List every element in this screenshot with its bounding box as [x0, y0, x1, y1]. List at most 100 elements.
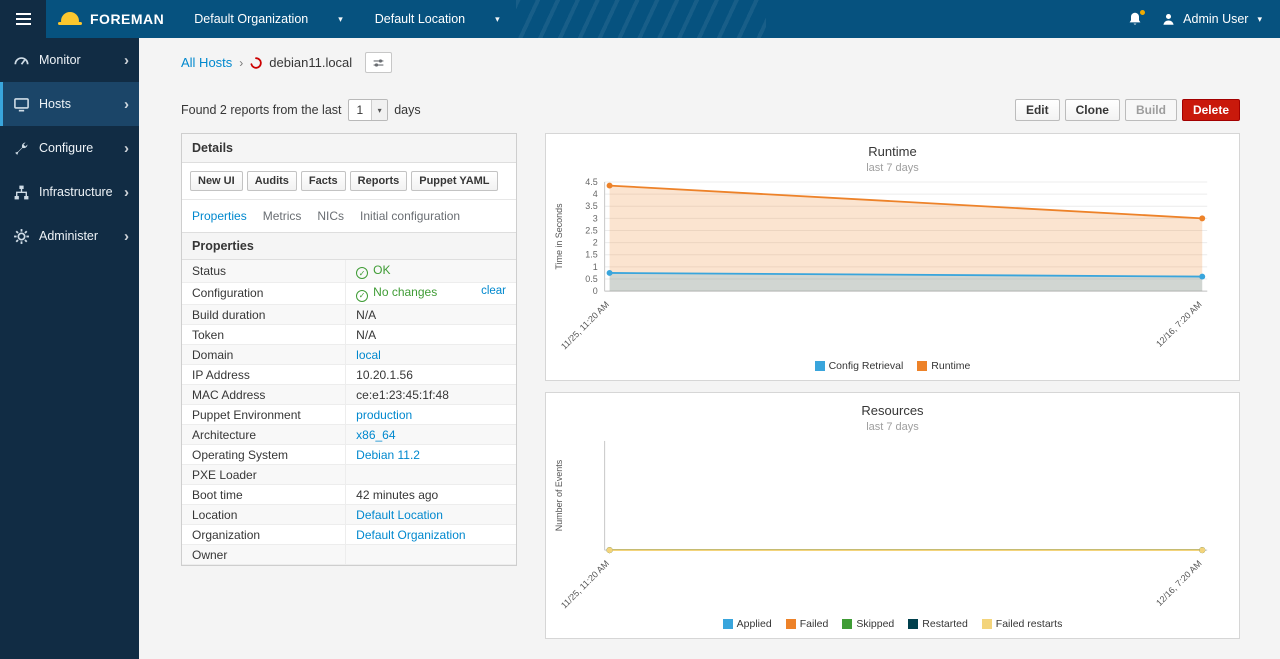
property-label: Operating System	[182, 445, 346, 465]
breadcrumb-all-hosts-link[interactable]: All Hosts	[181, 55, 232, 70]
reports-days-select[interactable]: 1 ▾	[348, 99, 389, 121]
legend-swatch-icon	[723, 619, 733, 629]
svg-text:12/16, 7:20 AM: 12/16, 7:20 AM	[1154, 299, 1204, 349]
property-row: OrganizationDefault Organization	[182, 525, 516, 545]
chevron-right-icon: ›	[124, 229, 129, 244]
svg-text:1: 1	[593, 262, 598, 272]
sidebar-item-label: Monitor	[39, 53, 124, 67]
content-columns: Details New UIAuditsFactsReportsPuppet Y…	[181, 133, 1240, 639]
chevron-down-icon: ▾	[338, 14, 343, 25]
property-value: x86_64	[346, 425, 516, 445]
topbar-stripes-decoration	[516, 0, 766, 38]
gauge-icon	[13, 52, 30, 69]
legend-label: Config Retrieval	[829, 360, 904, 372]
property-value	[346, 545, 516, 565]
nav-toggle-button[interactable]	[0, 0, 46, 38]
puppet-yaml-button[interactable]: Puppet YAML	[411, 171, 497, 191]
property-label: Owner	[182, 545, 346, 565]
status-text: OK	[373, 263, 390, 277]
property-link[interactable]: Default Organization	[356, 528, 465, 542]
chevron-down-icon: ▾	[495, 14, 500, 25]
svg-text:4.5: 4.5	[585, 177, 597, 187]
tab-initial-configuration[interactable]: Initial configuration	[360, 209, 460, 223]
brand-name: FOREMAN	[90, 11, 164, 27]
ui-switcher-button[interactable]	[365, 52, 392, 73]
edit-button[interactable]: Edit	[1015, 99, 1060, 121]
user-menu[interactable]: Admin User ▾	[1161, 12, 1262, 27]
legend-item[interactable]: Applied	[723, 618, 772, 630]
sidebar-item-hosts[interactable]: Hosts›	[0, 82, 139, 126]
sidebar-item-infrastructure[interactable]: Infrastructure›	[0, 170, 139, 214]
legend-item[interactable]: Failed	[786, 618, 829, 630]
organization-selector-label: Default Organization	[194, 12, 308, 26]
sidebar-item-label: Configure	[39, 141, 124, 155]
tab-properties[interactable]: Properties	[192, 209, 247, 223]
legend-item[interactable]: Failed restarts	[982, 618, 1063, 630]
property-label: MAC Address	[182, 385, 346, 405]
property-row: Owner	[182, 545, 516, 565]
charts-column: Runtime last 7 days 00.511.522.533.544.5…	[545, 133, 1240, 639]
svg-text:3: 3	[593, 213, 598, 223]
status-text: No changes	[373, 285, 437, 299]
property-label: Configuration	[182, 282, 346, 305]
brand[interactable]: FOREMAN	[46, 11, 178, 27]
legend-label: Failed	[800, 618, 829, 630]
property-row: Architecturex86_64	[182, 425, 516, 445]
sidebar-item-administer[interactable]: Administer›	[0, 214, 139, 258]
organization-selector[interactable]: Default Organization ▾	[178, 0, 358, 38]
location-selector[interactable]: Default Location ▾	[359, 0, 516, 38]
property-link[interactable]: local	[356, 348, 381, 362]
audits-button[interactable]: Audits	[247, 171, 297, 191]
delete-button[interactable]: Delete	[1182, 99, 1240, 121]
tab-metrics[interactable]: Metrics	[263, 209, 302, 223]
svg-text:11/25, 11:20 AM: 11/25, 11:20 AM	[559, 558, 611, 610]
property-link[interactable]: x86_64	[356, 428, 395, 442]
chevron-right-icon: ›	[124, 53, 129, 68]
property-value	[346, 465, 516, 485]
clear-link[interactable]: clear	[481, 285, 506, 297]
details-tabs: Properties Metrics NICs Initial configurati…	[182, 200, 516, 232]
chevron-down-icon: ▾	[1257, 14, 1262, 25]
hosts-icon	[13, 96, 30, 113]
gear-icon	[13, 228, 30, 245]
svg-text:Time in Seconds: Time in Seconds	[554, 203, 564, 270]
svg-text:11/25, 11:20 AM: 11/25, 11:20 AM	[559, 299, 611, 351]
property-link[interactable]: Default Location	[356, 508, 443, 522]
svg-text:4: 4	[593, 189, 598, 199]
reports-filter-bar: Found 2 reports from the last 1 ▾ days E…	[181, 99, 1240, 121]
notifications-bell-icon[interactable]	[1127, 11, 1143, 27]
sidebar-item-configure[interactable]: Configure›	[0, 126, 139, 170]
legend-label: Skipped	[856, 618, 894, 630]
legend-item[interactable]: Skipped	[842, 618, 894, 630]
main-content: All Hosts › debian11.local Found 2 repor…	[139, 38, 1280, 659]
legend-item[interactable]: Config Retrieval	[815, 360, 904, 372]
tab-nics[interactable]: NICs	[317, 209, 344, 223]
sidebar-item-monitor[interactable]: Monitor›	[0, 38, 139, 82]
property-label: Token	[182, 325, 346, 345]
chart-subtitle: last 7 days	[550, 162, 1235, 174]
svg-text:0: 0	[593, 286, 598, 296]
chart-title: Runtime	[550, 144, 1235, 159]
legend-item[interactable]: Restarted	[908, 618, 968, 630]
check-circle-icon: ✓	[356, 290, 368, 302]
user-icon	[1161, 12, 1176, 27]
legend-label: Failed restarts	[996, 618, 1063, 630]
legend-label: Runtime	[931, 360, 970, 372]
new-ui-button[interactable]: New UI	[190, 171, 243, 191]
clone-button[interactable]: Clone	[1065, 99, 1120, 121]
sidebar-item-label: Hosts	[39, 97, 124, 111]
sliders-icon	[372, 57, 385, 69]
property-label: IP Address	[182, 365, 346, 385]
details-buttons-row: New UIAuditsFactsReportsPuppet YAML	[182, 163, 516, 200]
facts-button[interactable]: Facts	[301, 171, 346, 191]
property-label: Status	[182, 260, 346, 282]
property-link[interactable]: production	[356, 408, 412, 422]
property-link[interactable]: Debian 11.2	[356, 448, 420, 462]
legend-item[interactable]: Runtime	[917, 360, 970, 372]
svg-text:2.5: 2.5	[585, 225, 597, 235]
legend-swatch-icon	[908, 619, 918, 629]
chevron-right-icon: ›	[124, 97, 129, 112]
location-selector-label: Default Location	[375, 12, 465, 26]
reports-button[interactable]: Reports	[350, 171, 408, 191]
property-value: N/A	[346, 305, 516, 325]
